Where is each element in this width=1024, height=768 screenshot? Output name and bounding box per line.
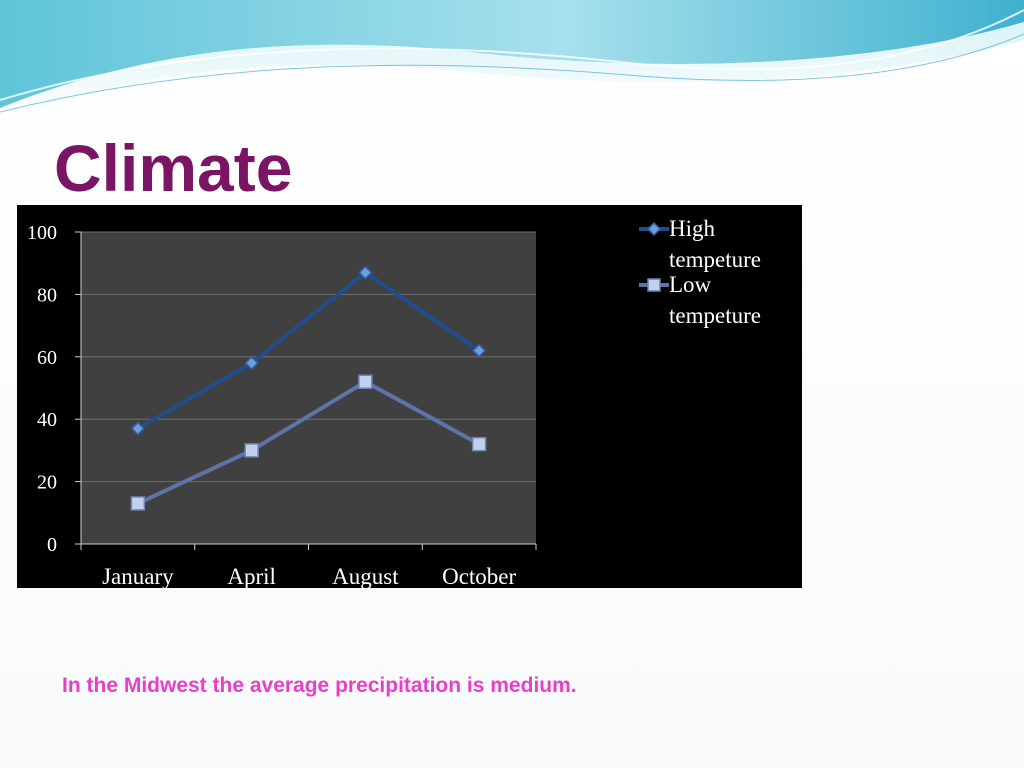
- y-tick-label: 0: [47, 534, 57, 556]
- series-line-high: [136, 270, 481, 431]
- slide-title: Climate: [54, 131, 293, 205]
- y-tick-label: 100: [27, 222, 57, 244]
- data-point-low: [471, 436, 487, 452]
- data-point-high: [472, 343, 487, 358]
- data-point-high: [130, 421, 145, 436]
- y-tick-label: 60: [37, 347, 57, 369]
- data-point-low: [130, 496, 146, 511]
- data-point-high: [358, 265, 373, 280]
- y-tick-label: 40: [37, 409, 57, 431]
- legend-marker-diamond: [646, 221, 662, 237]
- decorative-wave-header: [0, 0, 1024, 120]
- x-tick-label: January: [102, 564, 174, 588]
- legend-label: tempeture: [669, 247, 761, 272]
- line-chart: 0 20 40 60 80 100 January April August October H…: [17, 205, 802, 588]
- legend-label: High: [669, 216, 716, 241]
- legend-marker-square: [647, 278, 661, 292]
- series-line-low: [137, 379, 481, 506]
- legend-label: Low: [669, 272, 712, 297]
- y-tick-label: 20: [37, 472, 57, 494]
- data-point-high: [244, 355, 259, 371]
- x-tick-label: April: [227, 564, 276, 588]
- legend-label: tempeture: [669, 303, 761, 328]
- data-point-low: [244, 443, 259, 458]
- y-tick-label: 80: [37, 284, 57, 306]
- slide-caption: In the Midwest the average precipitation…: [62, 674, 577, 697]
- x-tick-label: October: [442, 564, 516, 588]
- data-point-low: [358, 374, 373, 390]
- x-tick-label: August: [332, 564, 399, 588]
- plot-area: [81, 232, 536, 544]
